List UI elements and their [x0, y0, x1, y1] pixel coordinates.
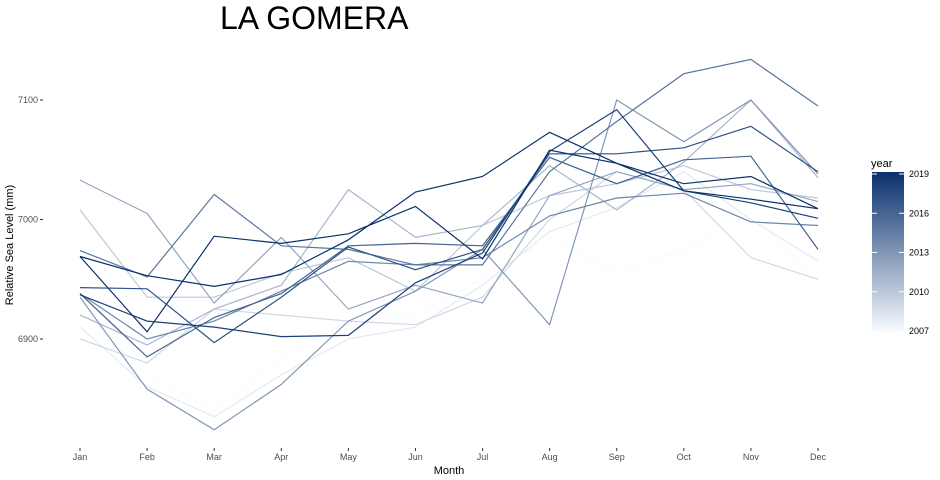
legend-title: year — [871, 158, 893, 170]
x-axis: Jan Feb Mar Apr May Jun Jul Aug Sep Oct Nov Dec — [73, 448, 827, 462]
series-layer — [79, 58, 819, 431]
series-line-2008 — [79, 170, 819, 418]
chart-title: LA GOMERA — [220, 0, 409, 36]
x-tick-label: Nov — [743, 452, 760, 462]
color-legend: year 2019 2016 2013 2010 2007 — [871, 158, 929, 336]
legend-tick-label: 2007 — [909, 326, 929, 336]
series-line-2007 — [79, 212, 819, 412]
x-tick-label: Sep — [609, 452, 625, 462]
y-axis: 6900 7000 7100 — [18, 95, 43, 344]
y-tick-label: 7100 — [18, 95, 38, 105]
x-tick-label: Jun — [408, 452, 423, 462]
x-tick-label: Feb — [139, 452, 155, 462]
legend-tick-label: 2010 — [909, 287, 929, 297]
x-tick-label: Jan — [73, 452, 88, 462]
series-line-2014 — [79, 192, 819, 340]
series-line-2009 — [79, 171, 819, 364]
y-tick-label: 7000 — [18, 215, 38, 225]
series-line-2011 — [79, 99, 819, 346]
legend-tick-label: 2013 — [909, 248, 929, 258]
x-axis-title: Month — [434, 465, 465, 477]
legend-tick-label: 2019 — [909, 169, 929, 179]
series-line-2017 — [79, 125, 819, 344]
series-line-2013 — [79, 99, 819, 431]
x-tick-label: May — [340, 452, 358, 462]
series-line-2012 — [79, 171, 819, 310]
series-line-2015 — [79, 58, 819, 278]
y-tick-label: 6900 — [18, 334, 38, 344]
x-tick-label: Jul — [477, 452, 489, 462]
legend-tick-label: 2016 — [909, 208, 929, 218]
x-tick-label: Aug — [542, 452, 558, 462]
series-line-2019 — [79, 149, 819, 333]
x-tick-label: Oct — [677, 452, 692, 462]
legend-colorbar — [872, 172, 904, 332]
series-line-2010 — [79, 165, 819, 298]
x-tick-label: Apr — [274, 452, 288, 462]
series-line-2019 — [79, 131, 819, 288]
series-line-2016 — [79, 155, 819, 358]
legend-ticks: 2019 2016 2013 2010 2007 — [872, 169, 929, 336]
x-tick-label: Dec — [810, 452, 827, 462]
x-tick-label: Mar — [206, 452, 222, 462]
y-axis-title: Relative Sea Level (mm) — [4, 185, 16, 305]
